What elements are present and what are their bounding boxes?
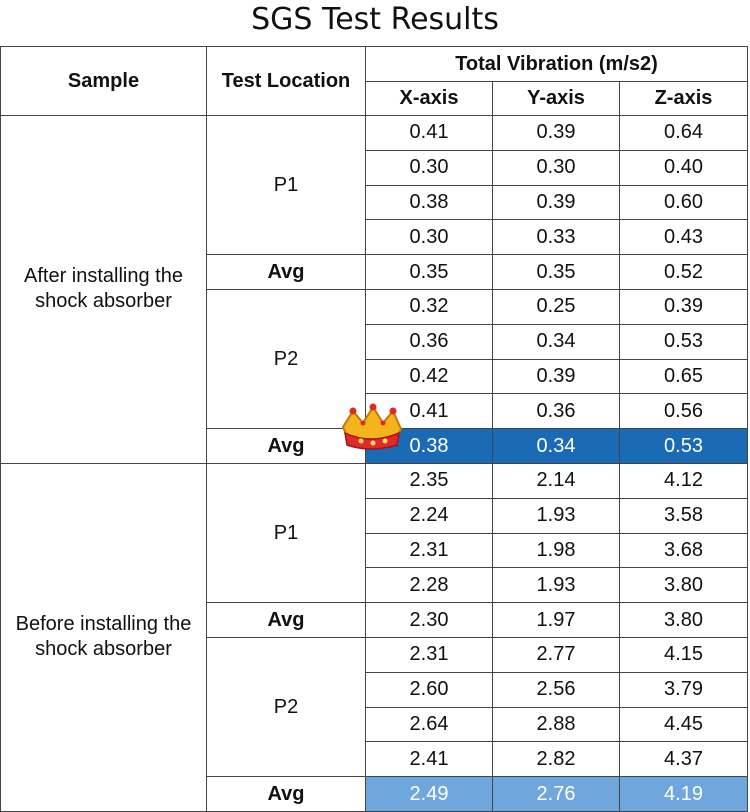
z-axis-value: 0.56 — [619, 393, 748, 430]
y-axis-value: 0.25 — [492, 288, 620, 325]
avg-x-axis-value: 2.49 — [365, 776, 493, 812]
avg-label: Avg — [206, 602, 366, 638]
avg-y-axis-value: 0.34 — [492, 428, 620, 464]
x-axis-value: 2.31 — [365, 532, 493, 569]
z-axis-value: 4.12 — [619, 462, 748, 499]
y-axis-value: 0.39 — [492, 115, 620, 151]
table-row: 0.42 0.39 0.65 — [1, 358, 748, 395]
table-row: 0.41 0.36 0.56 — [1, 393, 748, 430]
test-location-label: P2 — [206, 636, 366, 778]
x-axis-value: 2.64 — [365, 706, 493, 743]
x-axis-value: 0.36 — [365, 323, 493, 360]
table-row: 2.64 2.88 4.45 — [1, 706, 748, 743]
avg-label: Avg — [206, 776, 366, 812]
x-axis-value: 0.42 — [365, 358, 493, 395]
avg-x-axis-value: 0.35 — [365, 254, 493, 290]
y-axis-value: 0.36 — [492, 393, 620, 430]
table-row: 0.36 0.34 0.53 — [1, 323, 748, 360]
z-axis-value: 3.79 — [619, 671, 748, 708]
x-axis-value: 2.60 — [365, 671, 493, 708]
table-row: 2.24 1.93 3.58 — [1, 497, 748, 534]
table-row: Before installing the shock absorber P1 2.… — [0, 462, 748, 812]
z-axis-value: 4.37 — [619, 741, 748, 778]
table-row: 2.28 1.93 3.80 — [1, 567, 748, 604]
crown-icon — [341, 403, 403, 450]
table-row: P2 2.31 2.77 4.15 — [1, 636, 748, 778]
sample-label: Before installing the shock absorber — [0, 462, 207, 812]
y-axis-value: 2.56 — [492, 671, 620, 708]
header-sample: Sample — [0, 46, 207, 116]
z-axis-value: 4.45 — [619, 706, 748, 743]
header-x-axis: X-axis — [365, 81, 493, 116]
x-axis-value: 0.30 — [365, 149, 493, 186]
table-row: 2.60 2.56 3.79 — [1, 671, 748, 708]
y-axis-value: 1.98 — [492, 532, 620, 569]
x-axis-value: 2.24 — [365, 497, 493, 534]
sample-label: After installing the shock absorber — [0, 115, 207, 464]
x-axis-value: 0.41 — [365, 115, 493, 151]
z-axis-value: 0.43 — [619, 219, 748, 256]
y-axis-value: 2.88 — [492, 706, 620, 743]
header-total-vibration: Total Vibration (m/s2) — [365, 46, 748, 82]
avg-y-axis-value: 0.35 — [492, 254, 620, 290]
avg-z-axis-value: 0.52 — [619, 254, 748, 290]
page-title: SGS Test Results — [251, 2, 499, 37]
table-row: 0.30 0.33 0.43 — [1, 219, 748, 256]
y-axis-value: 2.77 — [492, 636, 620, 673]
z-axis-value: 3.80 — [619, 567, 748, 604]
z-axis-value: 0.40 — [619, 149, 748, 186]
results-table: Sample Test Location Total Vibration (m/… — [0, 46, 748, 812]
x-axis-value: 0.38 — [365, 184, 493, 221]
header-z-axis: Z-axis — [619, 81, 748, 116]
avg-y-axis-value: 1.97 — [492, 602, 620, 638]
avg-z-axis-value: 4.19 — [619, 776, 748, 812]
x-axis-value: 2.28 — [365, 567, 493, 604]
avg-y-axis-value: 2.76 — [492, 776, 620, 812]
x-axis-value: 0.30 — [365, 219, 493, 256]
y-axis-value: 2.14 — [492, 462, 620, 499]
y-axis-value: 0.39 — [492, 184, 620, 221]
test-location-label: P2 — [206, 288, 366, 430]
x-axis-value: 2.31 — [365, 636, 493, 673]
results-body: After installing the shock absorber P1 0.4… — [0, 114, 748, 812]
header-test-location: Test Location — [206, 46, 366, 116]
y-axis-value: 1.93 — [492, 497, 620, 534]
test-location-label: P1 — [206, 462, 366, 604]
avg-z-axis-value: 0.53 — [619, 428, 748, 464]
z-axis-value: 0.65 — [619, 358, 748, 395]
avg-row: Avg 2.49 2.76 4.19 — [1, 776, 748, 812]
header-y-axis: Y-axis — [492, 81, 620, 116]
y-axis-value: 0.30 — [492, 149, 620, 186]
avg-z-axis-value: 3.80 — [619, 602, 748, 638]
x-axis-value: 0.32 — [365, 288, 493, 325]
z-axis-value: 0.39 — [619, 288, 748, 325]
table-row: P2 0.32 0.25 0.39 — [1, 288, 748, 430]
avg-x-axis-value: 2.30 — [365, 602, 493, 638]
avg-label: Avg — [206, 254, 366, 290]
avg-row: Avg 2.30 1.97 3.80 — [1, 602, 748, 638]
y-axis-value: 2.82 — [492, 741, 620, 778]
z-axis-value: 3.68 — [619, 532, 748, 569]
y-axis-value: 1.93 — [492, 567, 620, 604]
table-row: After installing the shock absorber P1 0.4… — [0, 114, 748, 464]
z-axis-value: 3.58 — [619, 497, 748, 534]
z-axis-value: 0.53 — [619, 323, 748, 360]
y-axis-value: 0.33 — [492, 219, 620, 256]
test-location-label: P1 — [206, 114, 366, 256]
z-axis-value: 4.15 — [619, 636, 748, 673]
x-axis-value: 2.35 — [365, 462, 493, 499]
table-row: 0.38 0.39 0.60 — [1, 184, 748, 221]
x-axis-value: 2.41 — [365, 741, 493, 778]
y-axis-value: 0.34 — [492, 323, 620, 360]
avg-row: Avg 0.35 0.35 0.52 — [1, 254, 748, 290]
z-axis-value: 0.64 — [619, 115, 748, 151]
z-axis-value: 0.60 — [619, 184, 748, 221]
y-axis-value: 0.39 — [492, 358, 620, 395]
